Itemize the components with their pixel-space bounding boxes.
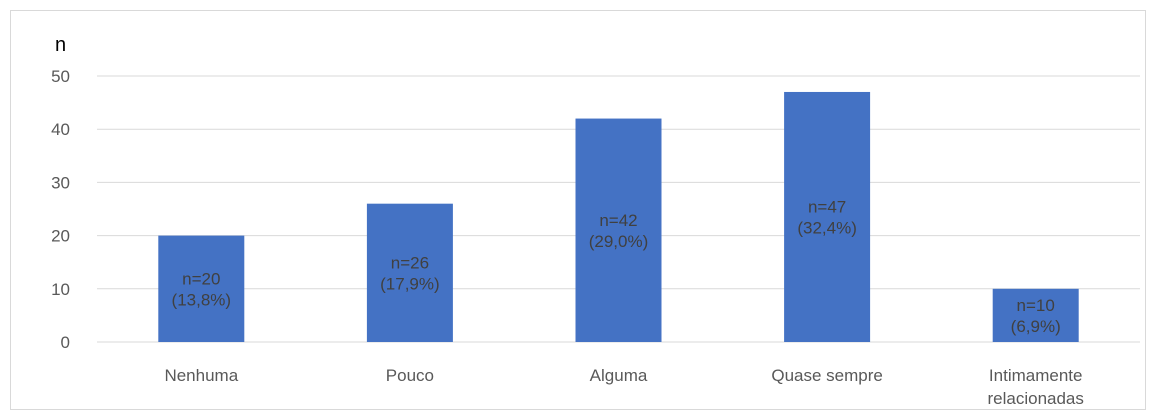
x-axis-categories: Nenhuma Pouco Alguma Quase sempre Intimament…: [164, 366, 1083, 408]
x-category-label: Nenhuma: [164, 366, 238, 385]
bar: [158, 235, 245, 342]
bar: [784, 91, 871, 343]
bar: [366, 203, 453, 342]
bar: [575, 118, 662, 342]
y-tick-label: 40: [51, 120, 70, 139]
x-category-label: Quase sempre: [771, 366, 883, 385]
x-category-label: Pouco: [386, 366, 434, 385]
data-label: (6,9%): [1011, 317, 1061, 336]
data-label: (17,9%): [380, 274, 440, 293]
chart-frame: [10, 10, 1146, 410]
x-category-label: Intimamente: [989, 366, 1083, 385]
data-label: n=42: [599, 211, 637, 230]
bars: [158, 91, 1079, 343]
y-tick-label: 20: [51, 227, 70, 246]
y-tick-label: 50: [51, 67, 70, 86]
y-axis-ticks: 0 10 20 30 40 50: [51, 67, 70, 352]
gridlines: [97, 75, 1140, 343]
data-label: n=10: [1017, 296, 1055, 315]
y-axis-label: n: [55, 34, 66, 56]
data-label: n=26: [391, 253, 429, 272]
data-labels: n=20 (13,8%) n=26 (17,9%) n=42 (29,0%) n=47 (32…: [172, 197, 1061, 335]
data-label: (13,8%): [172, 290, 232, 309]
data-label: n=47: [808, 197, 846, 216]
y-tick-label: 30: [51, 173, 70, 192]
data-label: (32,4%): [797, 218, 857, 237]
x-category-label: relacionadas: [987, 389, 1083, 408]
data-label: n=20: [182, 269, 220, 288]
x-category-label: Alguma: [590, 366, 648, 385]
data-label: (29,0%): [589, 232, 649, 251]
bar: [992, 288, 1079, 342]
y-tick-label: 10: [51, 280, 70, 299]
y-tick-label: 0: [61, 333, 70, 352]
